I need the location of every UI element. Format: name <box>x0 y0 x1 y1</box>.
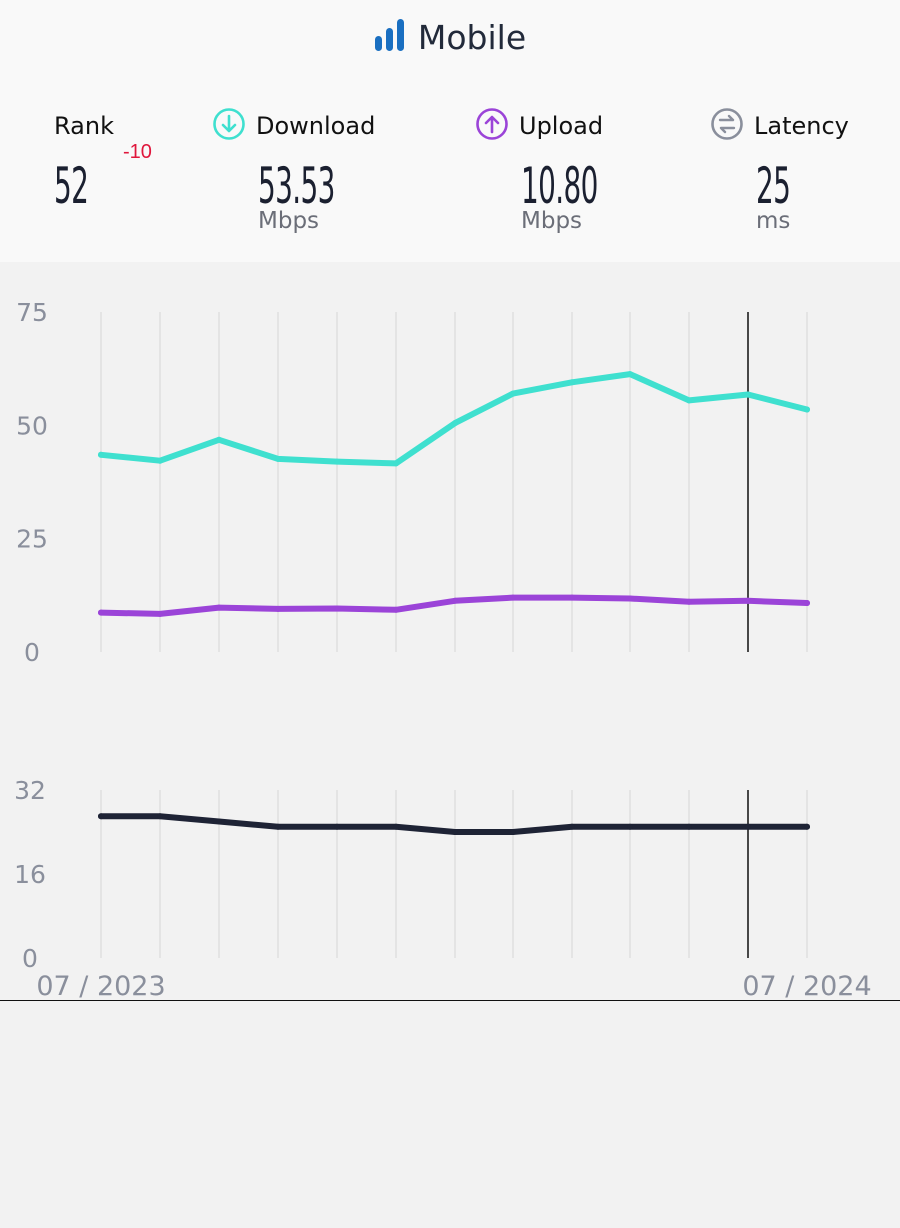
data-point[interactable] <box>98 813 104 820</box>
data-point[interactable] <box>686 823 692 830</box>
y-tick-label: 32 <box>14 776 46 805</box>
x-tick-label: 07 / 2023 <box>36 971 165 1002</box>
data-point[interactable] <box>157 457 163 464</box>
data-point[interactable] <box>569 823 575 830</box>
rank-metric: Rank 52 <box>54 108 114 216</box>
download-value: 53.53 <box>258 157 335 215</box>
summary-header: Mobile Rank 52 -10 Download 53.53 Mbps <box>0 0 900 262</box>
data-point[interactable] <box>157 813 163 820</box>
y-tick-label: 0 <box>24 638 40 667</box>
data-point[interactable] <box>334 605 340 612</box>
download-label: Download <box>256 112 376 140</box>
data-point[interactable] <box>804 600 810 606</box>
latency-value: 25 <box>756 157 791 215</box>
rank-change-badge: -10 <box>123 141 152 163</box>
data-point[interactable] <box>627 823 633 830</box>
upload-arrow-icon <box>475 107 509 146</box>
data-point[interactable] <box>510 829 516 835</box>
y-tick-label: 0 <box>22 944 38 973</box>
data-point[interactable] <box>627 595 633 602</box>
data-point[interactable] <box>216 436 222 443</box>
rank-label: Rank <box>54 112 114 140</box>
download-arrow-icon <box>212 107 246 146</box>
charts-panel: 0 25 50 75 0 16 32 07 / 2023 07 / 2024 <box>0 262 900 1020</box>
rank-value: 52 <box>54 157 89 215</box>
latency-exchange-icon <box>710 107 744 146</box>
data-point[interactable] <box>569 594 575 601</box>
data-point[interactable] <box>627 371 633 378</box>
data-point[interactable] <box>334 823 340 830</box>
data-point[interactable] <box>157 610 163 617</box>
data-point[interactable] <box>452 420 458 427</box>
y-tick-label: 25 <box>16 525 48 554</box>
data-point[interactable] <box>275 823 281 830</box>
data-point[interactable] <box>452 829 458 835</box>
data-point[interactable] <box>393 606 399 613</box>
y-tick-label: 16 <box>14 860 46 889</box>
data-point[interactable] <box>216 604 222 611</box>
data-point[interactable] <box>686 598 692 605</box>
data-point[interactable] <box>745 391 751 398</box>
data-point[interactable] <box>393 823 399 830</box>
data-point[interactable] <box>804 406 810 413</box>
series-line-0 <box>98 371 810 467</box>
data-point[interactable] <box>275 605 281 612</box>
y-tick-label: 75 <box>16 298 48 327</box>
data-point[interactable] <box>569 379 575 386</box>
upload-metric: Upload 10.80 Mbps <box>475 107 645 234</box>
data-point[interactable] <box>745 823 751 830</box>
chart-divider <box>0 1000 900 1001</box>
data-point[interactable] <box>510 390 516 397</box>
latency-metric: Latency 25 ms <box>710 107 849 234</box>
latency-chart: 0 16 32 07 / 2023 07 / 2024 <box>14 776 872 1002</box>
data-point[interactable] <box>216 818 222 825</box>
data-point[interactable] <box>510 594 516 601</box>
download-metric: Download 53.53 Mbps <box>212 107 382 234</box>
data-point[interactable] <box>98 609 104 616</box>
data-point[interactable] <box>804 823 810 830</box>
upload-unit: Mbps <box>521 208 583 234</box>
speed-chart: 0 25 50 75 <box>16 298 810 667</box>
upload-label: Upload <box>519 112 604 140</box>
upload-value: 10.80 <box>521 157 598 215</box>
latency-label: Latency <box>754 112 849 140</box>
page-title: Mobile <box>417 18 527 57</box>
download-unit: Mbps <box>258 208 320 234</box>
data-point[interactable] <box>98 451 104 458</box>
title-row: Mobile <box>0 18 900 57</box>
data-point[interactable] <box>334 458 340 465</box>
data-point[interactable] <box>452 597 458 604</box>
data-point[interactable] <box>393 460 399 467</box>
data-point[interactable] <box>275 455 281 462</box>
data-point[interactable] <box>745 597 751 604</box>
y-tick-label: 50 <box>16 411 48 440</box>
signal-bars-icon <box>374 18 406 57</box>
data-point[interactable] <box>686 397 692 404</box>
x-tick-label: 07 / 2024 <box>742 971 871 1002</box>
latency-unit: ms <box>756 208 791 234</box>
